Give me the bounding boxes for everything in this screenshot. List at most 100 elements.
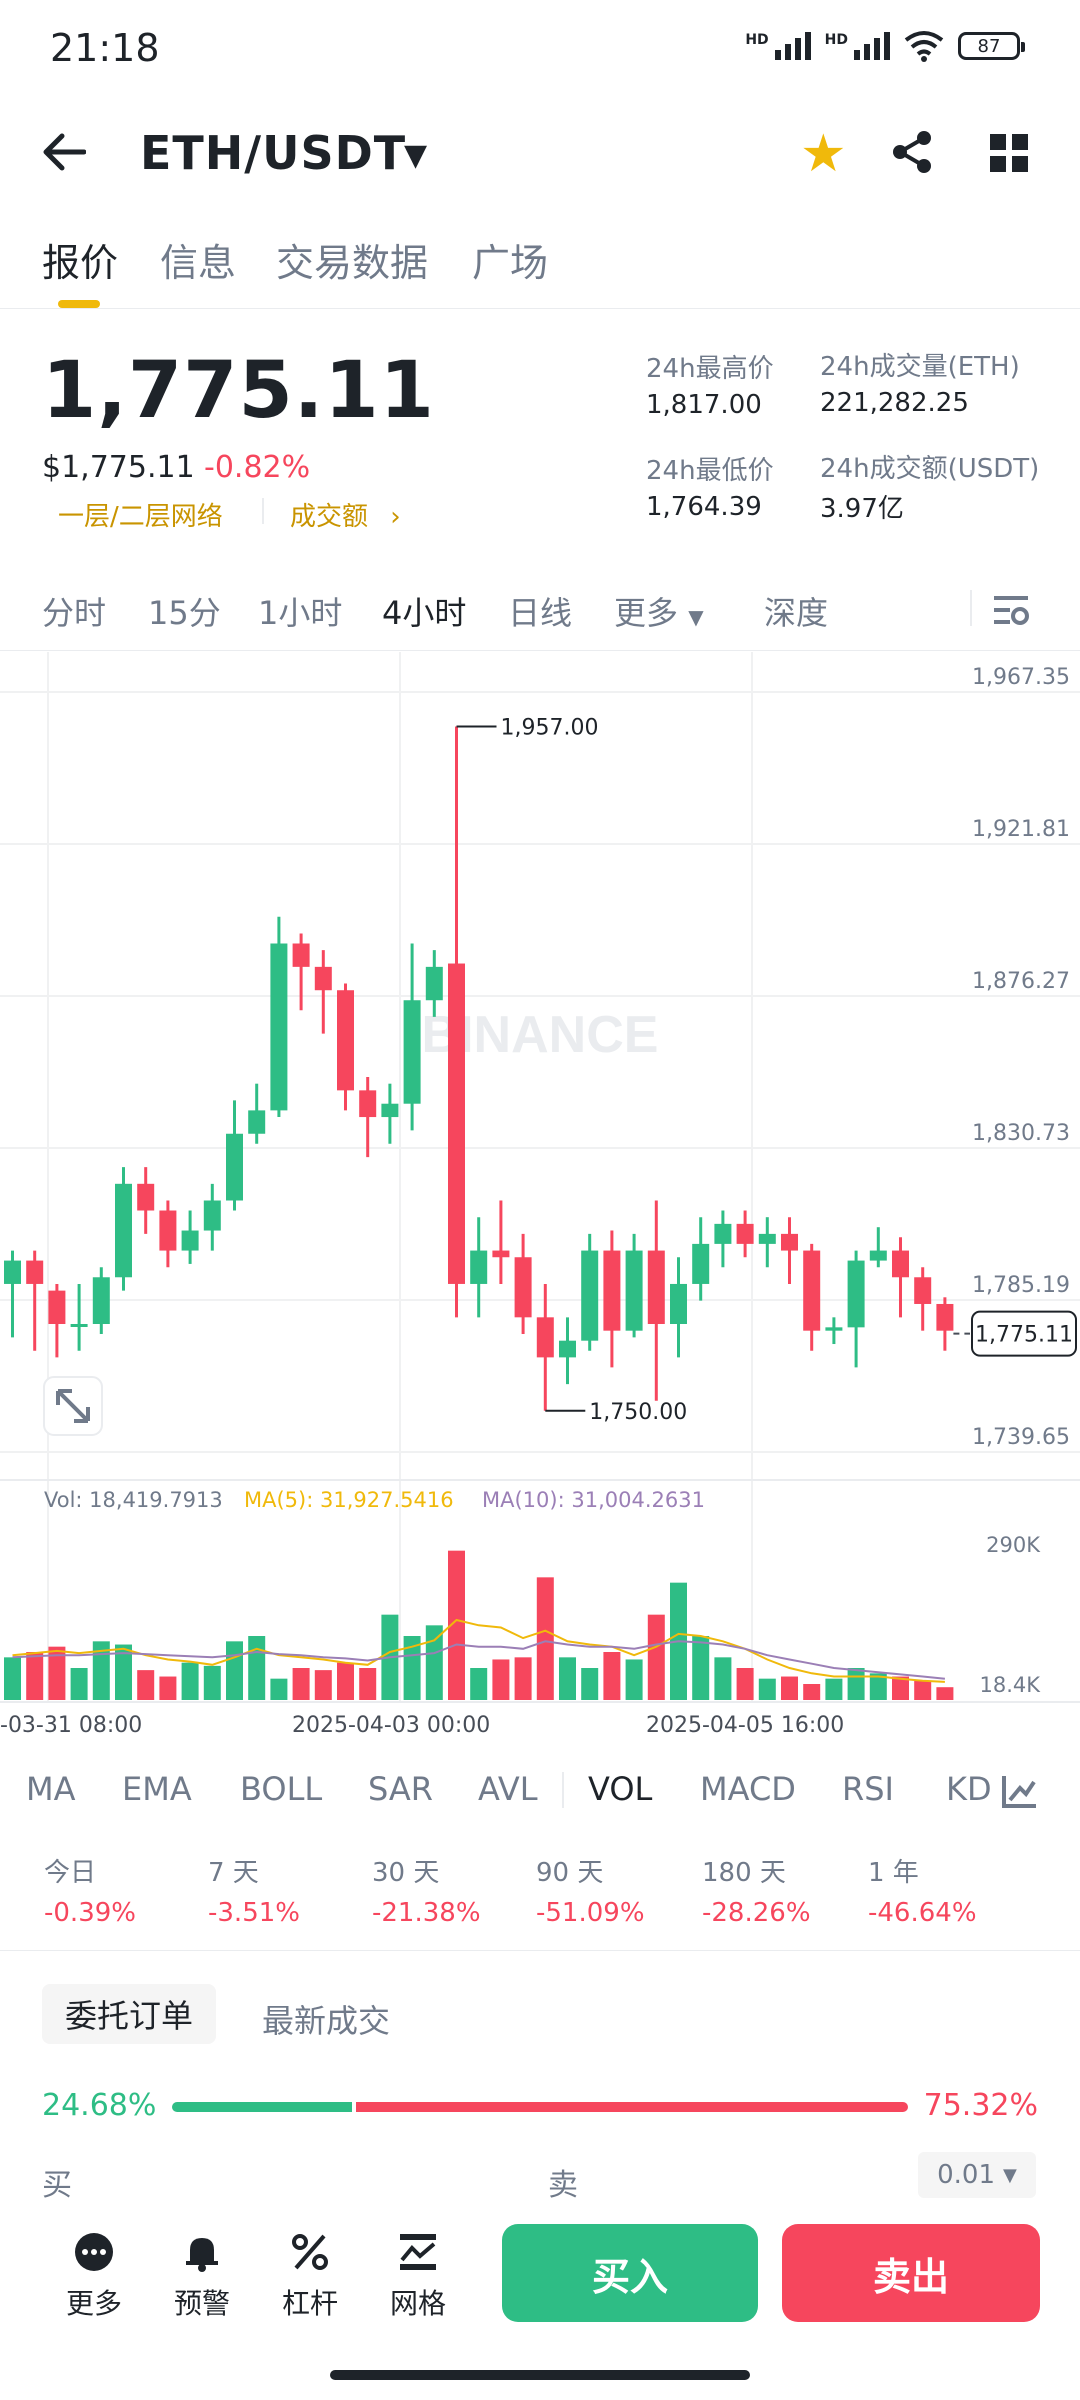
chart-grid [0,652,1080,1702]
time-label: -03-31 08:00 [0,1713,142,1738]
tab-square[interactable]: 广场 [472,241,549,285]
interval-1h[interactable]: 1小时 [258,594,343,632]
back-arrow-icon[interactable] [40,128,87,184]
indicator-ema[interactable]: EMA [122,1770,192,1808]
indicator-avl[interactable]: AVL [478,1770,538,1808]
alert-button[interactable]: 预警 [152,2232,252,2322]
share-icon[interactable] [890,130,934,178]
price-axis-label: 1,785.19 [972,1273,1070,1298]
indicator-boll[interactable]: BOLL [240,1770,323,1808]
network-tag[interactable]: 一层/二层网络 [58,502,223,532]
divider [0,650,1080,651]
interval-more[interactable]: 更多 ▼ [614,594,704,632]
candle [869,1250,887,1261]
candle [936,1303,954,1331]
percent-icon [292,2234,328,2270]
tab-info[interactable]: 信息 [160,241,237,285]
high-value: 1,817.00 [646,390,762,420]
sell-button[interactable]: 卖出 [782,2224,1040,2322]
vol-ma5-line [12,1618,945,1683]
tab-indicator [58,300,100,308]
vol-ma10: MA(10): 31,004.2631 [482,1488,705,1512]
price-axis: 1,967.35 1,921.81 1,876.27 1,830.73 1,785.19… [972,665,1070,1450]
candle [847,1260,865,1328]
expand-icon[interactable] [43,1376,103,1436]
candle [226,1133,243,1201]
interval-time[interactable]: 分时 [42,594,107,632]
volume-bar [736,1668,754,1700]
divider [262,498,264,524]
price-axis-label: 1,876.27 [972,969,1070,994]
signal-icon: HD [745,32,811,60]
candle [825,1327,843,1331]
perf-label: 90 天 [536,1858,604,1888]
vol-axis-bottom: 18.4K [979,1673,1041,1697]
last-price: 1,775.11 [42,346,435,436]
candle [381,1103,399,1118]
candle [736,1223,754,1244]
volume-bar [115,1644,132,1700]
interval-1d[interactable]: 日线 [508,594,573,632]
candle [581,1250,599,1341]
price-markers: 1,957.00 1,750.00 1,775.11 [456,716,1077,1425]
indicator-macd[interactable]: MACD [700,1770,796,1808]
current-price-box [971,1310,1077,1357]
caret-down-icon[interactable]: ▼ [404,138,428,173]
tab-quote[interactable]: 报价 [42,241,119,285]
low-label: 24h最低价 [646,456,774,486]
more-button[interactable]: 更多 [44,2232,144,2322]
tab-latest-trades[interactable]: 最新成交 [262,2002,391,2040]
indicator-kd[interactable]: KD [946,1770,992,1808]
volume-bar [914,1680,932,1700]
candle [159,1210,177,1251]
interval-4h[interactable]: 4小时 [382,594,467,632]
candle [337,990,354,1091]
tab-trading-data[interactable]: 交易数据 [276,241,429,285]
volume-bar [337,1662,354,1700]
volume-link[interactable]: 成交额 › [290,502,401,532]
vol-eth-label: 24h成交量(ETH) [820,352,1020,382]
volume-bar [559,1657,576,1700]
vol-eth-value: 221,282.25 [820,388,969,418]
volume-bar [314,1670,332,1700]
leverage-button[interactable]: 杠杆 [260,2232,360,2322]
buy-button[interactable]: 买入 [502,2224,758,2322]
price-chart[interactable]: BINANCE 1,967.351,921.811,876.271,830.73… [0,652,1080,1742]
volume-bars [4,1550,954,1700]
usd-price: $1,775.11 [42,450,195,485]
signal-icon: HD [825,32,890,60]
wifi-icon [904,31,944,62]
indicator-ma[interactable]: MA [26,1770,76,1808]
candle [26,1260,44,1284]
chart-settings-icon[interactable] [992,592,1030,632]
candle [448,963,465,1284]
low-marker-label: 1,750.00 [589,1400,687,1425]
candle [514,1257,532,1318]
interval-depth[interactable]: 深度 [764,594,829,632]
volume-bar [26,1652,44,1700]
indicator-settings-icon[interactable] [994,1774,1080,1814]
tab-orders[interactable]: 委托订单 [42,1984,216,2044]
ask-label: 卖 [548,2168,578,2203]
price-axis-label: 1,921.81 [972,817,1070,842]
indicator-sar[interactable]: SAR [368,1770,434,1808]
indicator-rsi[interactable]: RSI [842,1770,894,1808]
leverage-label: 杠杆 [281,2287,338,2320]
alert-label: 预警 [173,2287,230,2320]
star-icon[interactable]: ★ [800,124,847,184]
divider [0,308,1080,309]
interval-15m[interactable]: 15分 [148,594,221,632]
indicator-vol[interactable]: VOL [588,1770,653,1808]
volume-bar [70,1668,88,1700]
home-indicator[interactable] [330,2370,750,2380]
grid-icon[interactable] [990,134,1028,176]
precision-select[interactable]: 0.01 ▼ [918,2152,1036,2198]
volume-bar [536,1577,554,1700]
volume-bar [714,1657,732,1700]
main-tabs: 报价 信息 交易数据 广场 [0,220,1080,310]
candle [70,1323,88,1327]
grid-button[interactable]: 网格 [368,2232,468,2322]
pair-title[interactable]: ETH/USDT [140,126,407,180]
grid-label: 网格 [389,2287,446,2320]
candle [359,1090,377,1118]
